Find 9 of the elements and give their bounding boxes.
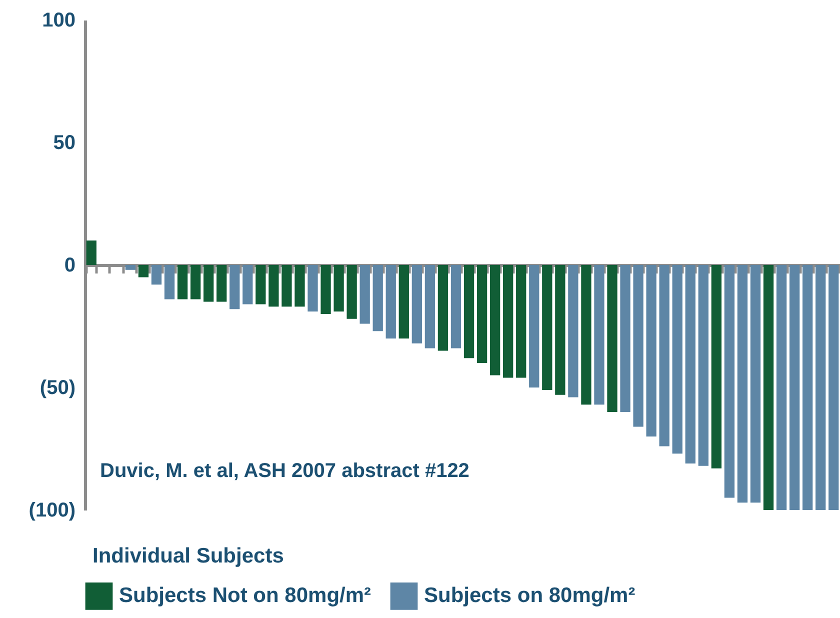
- x-axis-title: Individual Subjects: [92, 544, 284, 568]
- annotation: Duvic, M. et al, ASH 2007 abstract #122: [100, 460, 470, 482]
- y-tick-label: 0: [64, 254, 76, 276]
- legend-label: Subjects Not on 80mg/m²: [119, 584, 372, 608]
- y-tick-label: 50: [53, 132, 76, 154]
- y-tick-label: 100: [42, 10, 76, 32]
- y-tick-label: (50): [40, 377, 76, 399]
- y-tick-label: (100): [28, 500, 76, 522]
- legend-label: Subjects on 80mg/m²: [424, 584, 636, 608]
